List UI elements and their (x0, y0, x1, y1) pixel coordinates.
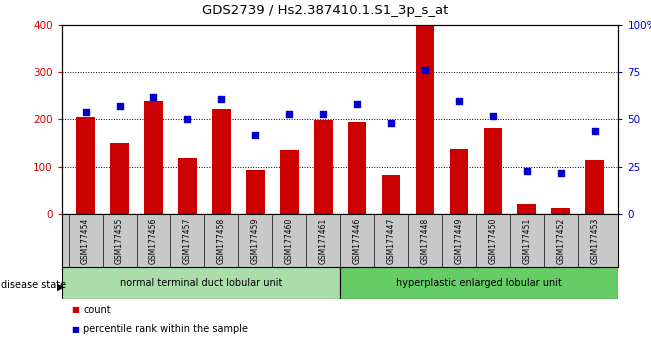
Bar (76, 117, 95, 214)
Text: GSM177460: GSM177460 (284, 217, 294, 264)
Point (454, 98, 464, 103)
Text: normal terminal duct lobular unit: normal terminal duct lobular unit (120, 278, 282, 288)
Text: GDS2739 / Hs2.387410.1.S1_3p_s_at: GDS2739 / Hs2.387410.1.S1_3p_s_at (202, 4, 449, 17)
Bar (585, 160, 604, 214)
Bar (484, 127, 502, 214)
Point (386, 120, 396, 126)
Bar (415, 25, 434, 214)
Point (115, 103, 125, 109)
Text: count: count (83, 305, 111, 315)
Bar (518, 204, 536, 214)
Text: GSM177454: GSM177454 (81, 217, 90, 264)
Text: ▶: ▶ (57, 282, 65, 292)
Text: GSM177458: GSM177458 (217, 218, 226, 264)
Point (521, 168, 532, 173)
Point (488, 113, 498, 119)
Text: GSM177461: GSM177461 (319, 218, 327, 264)
Point (284, 111, 294, 116)
Point (318, 111, 328, 116)
Bar (314, 120, 333, 214)
Text: GSM177448: GSM177448 (421, 218, 430, 264)
Point (216, 96, 227, 102)
Bar (144, 101, 163, 214)
Text: percentile rank within the sample: percentile rank within the sample (83, 324, 248, 334)
Bar (340, 267, 618, 299)
Bar (62, 267, 340, 299)
Text: GSM177446: GSM177446 (353, 217, 361, 264)
Text: ■: ■ (72, 305, 79, 314)
Text: disease state: disease state (1, 280, 66, 290)
Bar (212, 109, 230, 214)
Text: GSM177459: GSM177459 (251, 217, 260, 264)
Point (555, 170, 566, 175)
Bar (246, 170, 265, 214)
Bar (348, 122, 367, 214)
Text: GSM177457: GSM177457 (183, 217, 192, 264)
Bar (178, 158, 197, 214)
Text: GSM177450: GSM177450 (488, 217, 497, 264)
Point (148, 94, 159, 99)
Point (182, 116, 193, 122)
Text: GSM177451: GSM177451 (522, 218, 531, 264)
Bar (551, 209, 570, 214)
Bar (381, 175, 400, 214)
Point (250, 132, 260, 137)
Point (590, 128, 600, 134)
Bar (110, 143, 129, 214)
Point (352, 102, 363, 107)
Text: GSM177456: GSM177456 (149, 217, 158, 264)
Point (420, 67, 430, 73)
Text: GSM177455: GSM177455 (115, 217, 124, 264)
Text: GSM177449: GSM177449 (454, 217, 464, 264)
Text: hyperplastic enlarged lobular unit: hyperplastic enlarged lobular unit (396, 278, 562, 288)
Point (80, 109, 90, 115)
Text: ■: ■ (72, 325, 79, 334)
Text: GSM177447: GSM177447 (387, 217, 396, 264)
Bar (450, 149, 468, 214)
Bar (280, 150, 299, 214)
Text: GSM177452: GSM177452 (556, 218, 565, 264)
Text: GSM177453: GSM177453 (590, 217, 599, 264)
